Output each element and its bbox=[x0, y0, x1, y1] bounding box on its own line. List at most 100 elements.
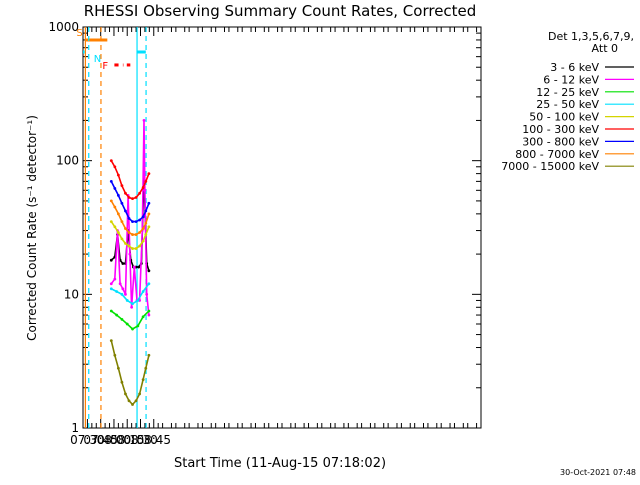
series-point bbox=[109, 159, 113, 163]
legend-label: 7000 - 15000 keV bbox=[501, 160, 599, 173]
y-axis: 1 10 100 1000 bbox=[48, 20, 481, 435]
series-point bbox=[109, 220, 113, 224]
series-point bbox=[113, 277, 117, 281]
x-tick-label: 07:45 bbox=[83, 433, 118, 447]
series-point bbox=[141, 215, 145, 219]
legend-header-detectors: Det 1,3,5,6,7,9, bbox=[548, 30, 634, 43]
series-line bbox=[110, 340, 150, 406]
series-point bbox=[147, 353, 151, 357]
series-point bbox=[134, 220, 138, 224]
series-point bbox=[143, 188, 147, 192]
series-point bbox=[138, 244, 142, 248]
series-point bbox=[147, 172, 151, 176]
series-point bbox=[109, 287, 113, 291]
y-tick-label: 100 bbox=[56, 154, 79, 168]
series-point bbox=[138, 231, 142, 234]
series-point bbox=[115, 313, 119, 317]
series-point bbox=[120, 317, 124, 321]
chart-title: RHESSI Observing Summary Count Rates, Co… bbox=[84, 2, 477, 20]
series-point bbox=[134, 233, 138, 236]
x-tick-label: 08:15 bbox=[110, 433, 145, 447]
series-point bbox=[121, 262, 125, 265]
series-point bbox=[131, 403, 134, 406]
series-point bbox=[138, 392, 142, 396]
series-point bbox=[131, 233, 134, 236]
legend-label: 800 - 7000 keV bbox=[515, 148, 599, 161]
legend-label: 50 - 100 keV bbox=[529, 111, 599, 124]
series-point bbox=[127, 244, 131, 248]
series-point bbox=[116, 173, 120, 177]
series-point bbox=[138, 191, 142, 195]
series-point bbox=[125, 322, 129, 326]
flare-flag-label: F bbox=[102, 61, 108, 72]
series-point bbox=[125, 299, 129, 302]
series-point bbox=[116, 193, 120, 197]
x-tick-label: 08:00 bbox=[97, 433, 132, 447]
series-point bbox=[121, 287, 125, 291]
series-point bbox=[147, 269, 151, 273]
series-point bbox=[147, 225, 151, 229]
series-point bbox=[116, 231, 120, 234]
series-point bbox=[142, 119, 146, 122]
series-point bbox=[116, 366, 120, 370]
series-layer bbox=[109, 119, 151, 406]
series-point bbox=[109, 258, 113, 262]
series-point bbox=[124, 392, 127, 396]
series-point bbox=[120, 201, 124, 205]
series-point bbox=[136, 324, 140, 328]
series-point bbox=[120, 220, 124, 224]
series-point bbox=[136, 299, 140, 302]
instrument-markers: SN bbox=[76, 27, 147, 428]
series-point bbox=[109, 309, 113, 313]
series-point bbox=[141, 290, 145, 293]
series-point bbox=[144, 209, 148, 213]
series-point bbox=[144, 179, 148, 183]
series-point bbox=[131, 247, 134, 250]
series-point bbox=[127, 231, 131, 234]
series-point bbox=[109, 282, 113, 286]
series-point bbox=[120, 237, 124, 241]
series-point bbox=[134, 247, 138, 250]
x-axis-label: Start Time (11-Aug-15 07:18:02) bbox=[174, 456, 386, 471]
series-point bbox=[109, 199, 113, 203]
marker-label: N bbox=[94, 54, 101, 65]
series-point bbox=[131, 197, 134, 201]
flare-flag: F bbox=[102, 61, 131, 72]
series-point bbox=[124, 191, 127, 195]
series-point bbox=[132, 265, 136, 269]
series-point bbox=[145, 292, 149, 296]
series-point bbox=[124, 227, 127, 231]
y-tick-label: 1000 bbox=[48, 20, 79, 34]
y-tick-label: 10 bbox=[64, 287, 79, 301]
series-point bbox=[141, 239, 145, 243]
series-point bbox=[116, 212, 120, 216]
series-point bbox=[113, 225, 117, 229]
series-point bbox=[109, 339, 113, 343]
y-axis-label: Corrected Count Rate (s⁻¹ detector⁻¹) bbox=[25, 115, 39, 341]
legend-label: 12 - 25 keV bbox=[536, 86, 599, 99]
footer-date: 30-Oct-2021 07:48 bbox=[560, 468, 636, 477]
series-point bbox=[147, 282, 151, 286]
x-tick-label: 08:45 bbox=[136, 433, 171, 447]
marker-label: S bbox=[76, 28, 82, 39]
x-tick-label: 07:30 bbox=[70, 433, 105, 447]
series-point bbox=[128, 252, 132, 256]
series-point bbox=[141, 315, 145, 319]
series-point bbox=[127, 216, 131, 220]
series-point bbox=[120, 184, 124, 188]
series-point bbox=[138, 218, 142, 222]
series-point bbox=[134, 399, 138, 403]
series-point bbox=[124, 292, 127, 296]
series-point bbox=[113, 187, 117, 190]
legend-header-attenuator: Att 0 bbox=[592, 42, 618, 55]
series-point bbox=[141, 227, 145, 231]
series-point bbox=[141, 186, 145, 189]
x-tick-label: 08:30 bbox=[123, 433, 158, 447]
legend-label: 3 - 6 keV bbox=[550, 61, 599, 74]
series-point bbox=[109, 179, 113, 183]
series-point bbox=[131, 220, 134, 224]
